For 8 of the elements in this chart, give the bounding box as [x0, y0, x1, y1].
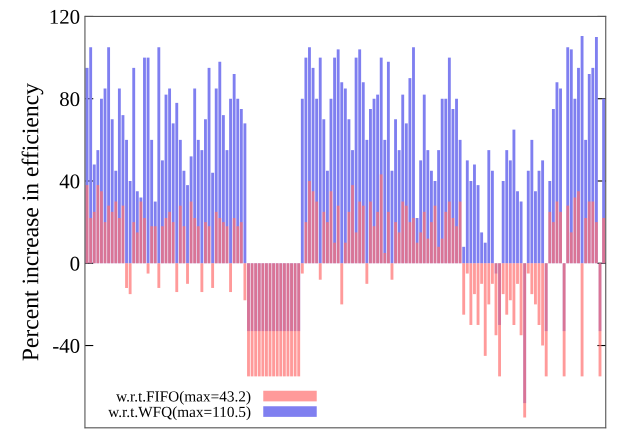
y-axis-title: Percent increase in efficiency	[22, 83, 44, 361]
y-tick-label: -40	[53, 338, 80, 353]
y-tick-label: 0	[70, 256, 80, 271]
y-tick-label: 120	[50, 10, 80, 24]
legend-label: w.r.t.FIFO(max=43.2)	[116, 390, 250, 405]
y-tick-label: 80	[60, 92, 80, 106]
legend-label: w.r.t.WFQ(max=110.5)	[108, 406, 250, 420]
y-tick-label: 40	[60, 174, 80, 188]
